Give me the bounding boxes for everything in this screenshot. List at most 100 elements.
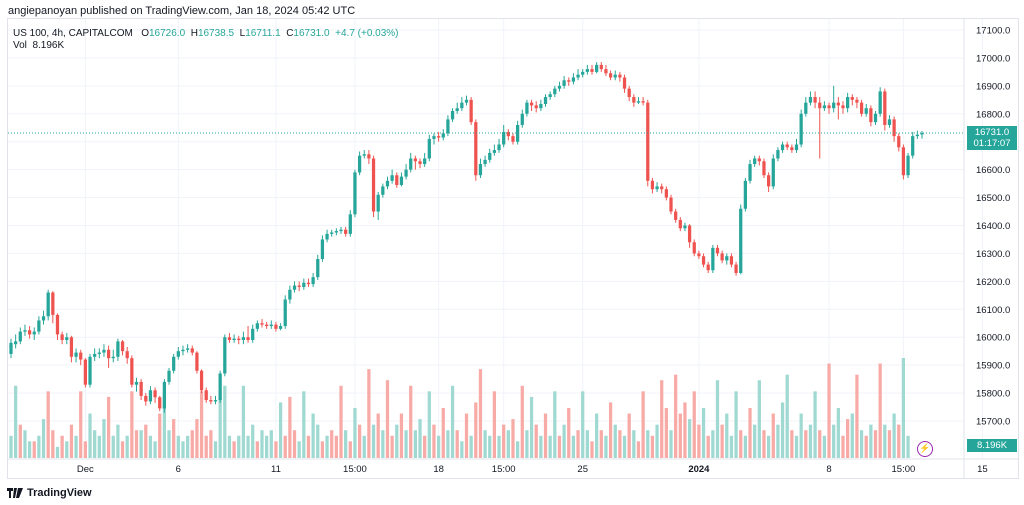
price-tick-label: 17100.0 [976,26,1010,37]
volume-bar [539,435,543,458]
candle-body [739,208,743,273]
volume-bar [474,402,478,458]
price-tick-label: 16900.0 [976,81,1010,92]
price-tick-label: 16600.0 [976,165,1010,176]
volume-bar [209,430,213,458]
candle-body [204,390,208,401]
volume-bar [804,430,808,458]
candle-body [125,351,129,359]
volume-bar [753,424,757,458]
volume-bar [622,435,627,458]
volume-bar [27,441,32,458]
candle-body [711,247,715,271]
candle-body [827,105,831,109]
candle-body [185,348,190,350]
candle-body [348,214,352,234]
candle-body [646,102,650,181]
volume-bar [799,413,803,458]
volume-bar [660,380,664,458]
candle-body [534,105,538,109]
volume-bar [111,435,115,458]
candle-body [144,395,148,402]
volume-bar [548,435,552,458]
volume-bar [701,408,706,458]
time-tick-label: 15:00 [892,464,916,475]
volume-bar [822,435,827,458]
candle-body [120,341,125,352]
volume-bar [339,385,343,458]
candle-body [915,134,919,137]
candle-body [883,91,887,125]
volume-bar [818,430,822,458]
candle-body [832,102,836,109]
volume-bar [204,435,208,458]
volume-bar [525,430,529,458]
volume-bar [65,441,69,458]
candle-body [139,381,143,396]
candle-body [576,74,580,78]
volume-bar [706,435,710,458]
candle-body [418,161,422,165]
candle-body [241,337,246,341]
candle-body [748,164,752,181]
candle-body [83,359,87,385]
volume-bar [557,435,562,458]
candle-body [65,337,69,341]
bar-countdown: 01:17:07 [973,138,1011,149]
candle-body [116,341,120,357]
lightning-icon[interactable]: ⚡ [917,441,933,457]
candle-body [808,97,813,103]
close-value: 16731.0 [293,28,330,39]
candle-body [288,289,292,300]
candle-body [172,356,176,371]
candle-body [334,231,338,233]
candle-body [260,323,264,325]
volume-bar [832,424,836,458]
candle-body [469,99,473,123]
price-tick-label: 16300.0 [976,249,1010,260]
volume-bar [46,391,50,458]
volume-bar [683,402,687,458]
volume-bar [585,430,589,458]
volume-bar [808,424,813,458]
volume-bar [780,402,785,458]
volume-bar [697,424,701,458]
volume-bar [441,408,445,458]
candle-body [320,239,325,260]
candle-body [423,158,427,165]
volume-bar [455,430,459,458]
volume-bar [74,435,78,458]
time-tick-label: 18 [433,464,444,475]
candle-body [585,69,589,72]
candle-body [218,373,222,401]
volume-bar [613,424,617,458]
candle-body [413,158,417,162]
volume-bar [883,424,887,458]
time-tick-label: 6 [176,464,181,475]
candle-body [167,370,171,382]
candle-body [278,326,283,329]
candle-body [255,323,259,329]
candle-body [799,113,803,145]
candle-body [153,390,157,398]
price-axis: 15700.0 15800.0 15900.0 16000.0 16100.0 16200… [976,26,1010,428]
candle-body [864,108,868,114]
chart-frame [7,18,1019,479]
high-value: 16738.5 [197,28,235,39]
volume-bar [413,430,417,458]
volume-bar [766,435,771,458]
candle-body [869,108,873,123]
volume-bar [906,435,910,458]
tradingview-logo[interactable]: TradingView [7,487,92,499]
volume-bar [102,419,106,458]
volume-legend: Vol 8.196K [13,40,64,51]
volume-bar [725,413,729,458]
candle-body [55,314,60,335]
candle-body [237,338,241,341]
candle-body [330,232,334,234]
volume-bar [232,441,236,458]
candle-body [715,247,720,254]
volume-bar [529,396,534,458]
volume-bar [97,435,101,458]
